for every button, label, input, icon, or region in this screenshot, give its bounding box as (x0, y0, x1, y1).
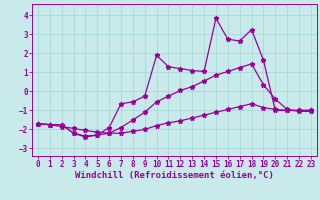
X-axis label: Windchill (Refroidissement éolien,°C): Windchill (Refroidissement éolien,°C) (75, 171, 274, 180)
